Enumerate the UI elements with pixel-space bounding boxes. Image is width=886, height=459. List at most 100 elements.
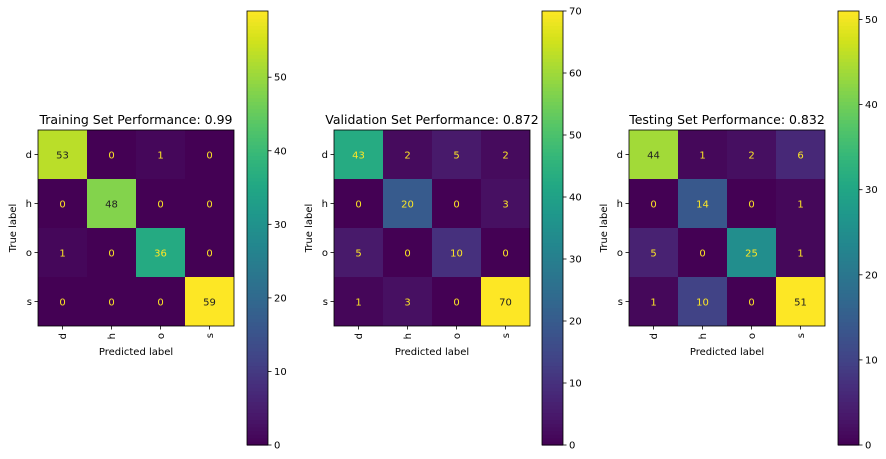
x-tick-label: o <box>747 333 758 339</box>
colorbar-band <box>247 430 268 435</box>
colorbar-band <box>247 177 268 182</box>
colorbar-band <box>247 249 268 254</box>
cell-value-label: 14 <box>696 200 709 211</box>
heatmap-cell <box>776 130 825 179</box>
colorbar-band <box>247 199 268 204</box>
colorbar-frame <box>246 10 269 446</box>
cell-value-label: 6 <box>797 151 803 162</box>
heatmap-cell <box>136 179 185 228</box>
colorbar-band <box>542 336 563 341</box>
colorbar-band <box>838 401 859 406</box>
colorbar-band <box>542 419 563 424</box>
colorbar-band <box>247 105 268 110</box>
colorbar-band <box>542 430 563 435</box>
cell-value-label: 0 <box>355 200 361 211</box>
colorbar-band <box>247 213 268 218</box>
colorbar-band <box>838 296 859 301</box>
cell-value-label: 36 <box>154 249 167 260</box>
colorbar-tick-label: 40 <box>274 146 287 157</box>
colorbar-band <box>838 260 859 265</box>
plot-frame <box>333 129 531 327</box>
colorbar-band <box>838 50 859 55</box>
colorbar-band <box>247 83 268 88</box>
colorbar-band <box>542 206 563 211</box>
colorbar-band <box>838 108 859 113</box>
colorbar-band <box>838 86 859 92</box>
colorbar-band <box>542 137 563 142</box>
colorbar-band <box>247 228 268 233</box>
colorbar-band <box>838 105 859 110</box>
colorbar-tick-label: 50 <box>569 131 582 142</box>
colorbar-band <box>838 246 859 251</box>
colorbar-band <box>838 397 859 403</box>
chart-title: Testing Set Performance: 0.832 <box>628 112 825 127</box>
colorbar-band <box>542 253 563 258</box>
heatmap-cell <box>678 130 727 179</box>
cell-value-label: 5 <box>453 151 459 162</box>
colorbar-band <box>542 426 563 432</box>
colorbar-band <box>247 267 268 272</box>
colorbar-band <box>247 354 268 359</box>
colorbar-band <box>838 322 859 327</box>
colorbar-band <box>838 242 859 247</box>
y-tick-label: h <box>322 199 328 210</box>
cell-value-label: 43 <box>352 151 365 162</box>
colorbar-band <box>838 285 859 291</box>
colorbar-band <box>838 162 859 168</box>
cell-value-label: 1 <box>650 298 656 309</box>
colorbar-band <box>247 126 268 131</box>
colorbar-band <box>247 332 268 338</box>
colorbar-band <box>838 61 859 66</box>
colorbar-band <box>247 296 268 301</box>
heatmap-cell <box>185 228 234 277</box>
colorbar-band <box>247 231 268 236</box>
colorbar-band <box>838 54 859 59</box>
colorbar-band <box>542 220 563 225</box>
colorbar-band <box>542 369 563 374</box>
colorbar-band <box>838 11 859 16</box>
colorbar-tick-label: 20 <box>274 293 287 304</box>
colorbar-band <box>247 184 268 189</box>
colorbar-band <box>542 256 563 262</box>
colorbar-band <box>542 217 563 222</box>
cell-value-label: 2 <box>404 151 410 162</box>
colorbar-band <box>542 293 563 298</box>
colorbar-band <box>247 379 268 385</box>
heatmap-cell <box>136 130 185 179</box>
heatmap-cell <box>629 179 678 228</box>
colorbar-band <box>542 202 563 207</box>
colorbar-band <box>542 246 563 251</box>
heatmap-cell <box>629 130 678 179</box>
cell-value-label: 1 <box>59 249 65 260</box>
colorbar-band <box>838 390 859 395</box>
colorbar-band <box>542 119 563 124</box>
colorbar-band <box>838 83 859 88</box>
heatmap-cell <box>87 277 136 326</box>
colorbar-tick-label: 50 <box>865 15 878 26</box>
colorbar-band <box>542 105 563 110</box>
colorbar-band <box>542 90 563 95</box>
x-tick-label: s <box>501 333 512 338</box>
colorbar-band <box>542 76 563 81</box>
colorbar-band <box>247 94 268 99</box>
colorbar-band <box>247 275 268 280</box>
colorbar-band <box>247 115 268 121</box>
colorbar-band <box>838 394 859 399</box>
colorbar-tick-label: 10 <box>274 367 287 378</box>
x-tick-label: d <box>649 333 660 339</box>
x-axis-label: Predicted label <box>690 347 764 358</box>
heatmap-cell <box>727 277 776 326</box>
colorbar-band <box>838 79 859 84</box>
colorbar-band <box>542 329 563 334</box>
colorbar-band <box>542 184 563 189</box>
colorbar-band <box>838 275 859 280</box>
colorbar-band <box>838 441 859 446</box>
colorbar-band <box>838 354 859 359</box>
colorbar: 0 10 20 30 40 50 <box>246 10 287 452</box>
colorbar-band <box>247 336 268 341</box>
colorbar-band <box>542 358 563 363</box>
colorbar-band <box>247 264 268 269</box>
cell-value-label: 3 <box>502 200 508 211</box>
cell-value-label: 10 <box>450 249 463 260</box>
